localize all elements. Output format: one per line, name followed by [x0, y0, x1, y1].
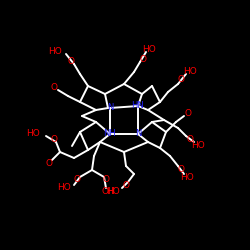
Text: HO: HO — [183, 66, 197, 76]
Text: O: O — [178, 166, 184, 174]
Text: HO: HO — [48, 46, 62, 56]
Text: O: O — [140, 54, 146, 64]
Text: O: O — [184, 110, 192, 118]
Text: HO: HO — [191, 140, 205, 149]
Text: O: O — [186, 134, 194, 143]
Text: HO: HO — [180, 174, 194, 182]
Text: O: O — [46, 158, 52, 168]
Text: O: O — [102, 176, 110, 184]
Text: HN: HN — [132, 102, 144, 110]
Text: OH: OH — [101, 186, 115, 196]
Text: O: O — [178, 76, 184, 84]
Text: HO: HO — [106, 186, 120, 196]
Text: HO: HO — [26, 130, 40, 138]
Text: O: O — [68, 56, 74, 66]
Text: N: N — [107, 104, 113, 112]
Text: O: O — [74, 176, 80, 184]
Text: O: O — [50, 82, 58, 92]
Text: NH: NH — [104, 130, 117, 138]
Text: O: O — [50, 134, 58, 143]
Text: HO: HO — [57, 184, 71, 192]
Text: HO: HO — [142, 44, 156, 54]
Text: O: O — [122, 180, 130, 190]
Text: N: N — [135, 130, 141, 138]
